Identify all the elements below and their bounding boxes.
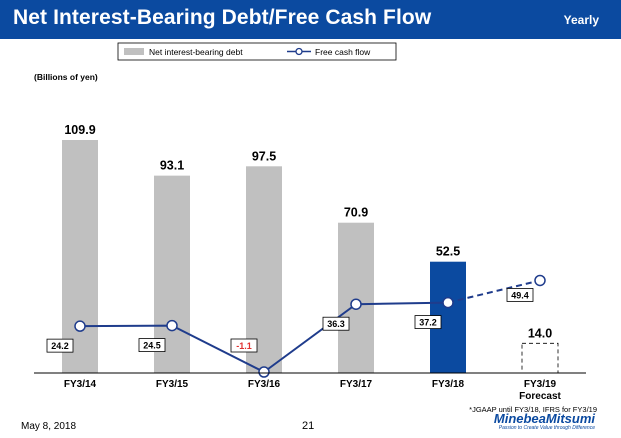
title-bar: Net Interest-Bearing Debt/Free Cash Flow… bbox=[0, 0, 621, 39]
legend-bar-swatch bbox=[124, 48, 144, 55]
fcf-point bbox=[442, 296, 454, 309]
fcf-point bbox=[534, 274, 546, 287]
fcf-value-label: 24.2 bbox=[51, 341, 69, 351]
page-title: Net Interest-Bearing Debt/Free Cash Flow bbox=[13, 6, 432, 29]
debt-bar bbox=[62, 140, 98, 373]
debt-value-label: 109.9 bbox=[64, 123, 95, 137]
footnote: *JGAAP until FY3/18, IFRS for FY3/19 bbox=[469, 405, 597, 414]
company-logo: MinebeaMitsumi Passion to Create Value t… bbox=[494, 412, 595, 431]
x-tick-label: FY3/17 bbox=[340, 379, 373, 390]
fcf-value-label: -1.1 bbox=[236, 341, 252, 351]
fcf-value-label: 24.5 bbox=[143, 341, 161, 351]
bars-layer: 109.9 93.1 97.5 70.9 52.5 14.0 bbox=[62, 123, 559, 374]
debt-value-label: 14.0 bbox=[528, 326, 552, 340]
x-tick-label: FY3/15 bbox=[156, 379, 189, 390]
legend-line-label: Free cash flow bbox=[315, 47, 371, 57]
fcf-line-layer: 24.2 24.5 -1.1 36.3 37.2 49.4 bbox=[46, 274, 546, 378]
fcf-point bbox=[350, 298, 362, 310]
fcf-value-box bbox=[230, 338, 258, 353]
fcf-value-label: 36.3 bbox=[327, 319, 345, 329]
fcf-point bbox=[258, 366, 270, 378]
debt-bar bbox=[246, 166, 282, 373]
fcf-value-label: 37.2 bbox=[419, 318, 437, 328]
fcf-line-forecast bbox=[447, 279, 541, 304]
x-tick-sublabel: Forecast bbox=[519, 391, 561, 402]
logo-wordmark: MinebeaMitsumi bbox=[493, 411, 595, 426]
debt-value-label: 70.9 bbox=[344, 206, 368, 220]
fcf-value-box bbox=[322, 316, 350, 331]
fcf-value-box bbox=[46, 338, 74, 353]
fcf-value-box bbox=[414, 315, 442, 329]
fcf-point bbox=[166, 319, 178, 332]
page-number: 21 bbox=[302, 420, 315, 432]
legend-line-marker bbox=[295, 47, 303, 56]
debt-value-label: 52.5 bbox=[436, 245, 460, 259]
unit-label: (Billions of yen) bbox=[34, 72, 98, 82]
debt-value-label: 97.5 bbox=[252, 149, 276, 163]
x-tick-label: FY3/16 bbox=[248, 379, 281, 390]
debt-bar-forecast bbox=[521, 342, 559, 374]
footer-date: May 8, 2018 bbox=[21, 421, 77, 432]
x-tick-label: FY3/14 bbox=[64, 379, 97, 390]
period-tag: Yearly bbox=[563, 13, 599, 27]
fcf-value-label: 49.4 bbox=[511, 290, 529, 300]
fcf-value-box bbox=[138, 338, 166, 352]
x-tick-label: FY3/18 bbox=[432, 379, 465, 390]
legend-bar-label: Net interest-bearing debt bbox=[149, 47, 243, 57]
fcf-value-box bbox=[506, 288, 534, 302]
x-tick-label: FY3/19 bbox=[524, 379, 557, 390]
ticks-layer: FY3/14 FY3/15 FY3/16 FY3/17 FY3/18 FY3/19Fore… bbox=[64, 379, 562, 402]
debt-bar bbox=[338, 222, 374, 373]
fcf-point bbox=[74, 320, 86, 332]
logo-tagline: Passion to Create Value through Differen… bbox=[498, 425, 595, 431]
legend: Net interest-bearing debt Free cash flow bbox=[117, 42, 397, 61]
debt-value-label: 93.1 bbox=[160, 159, 184, 173]
legend-box bbox=[117, 42, 397, 61]
